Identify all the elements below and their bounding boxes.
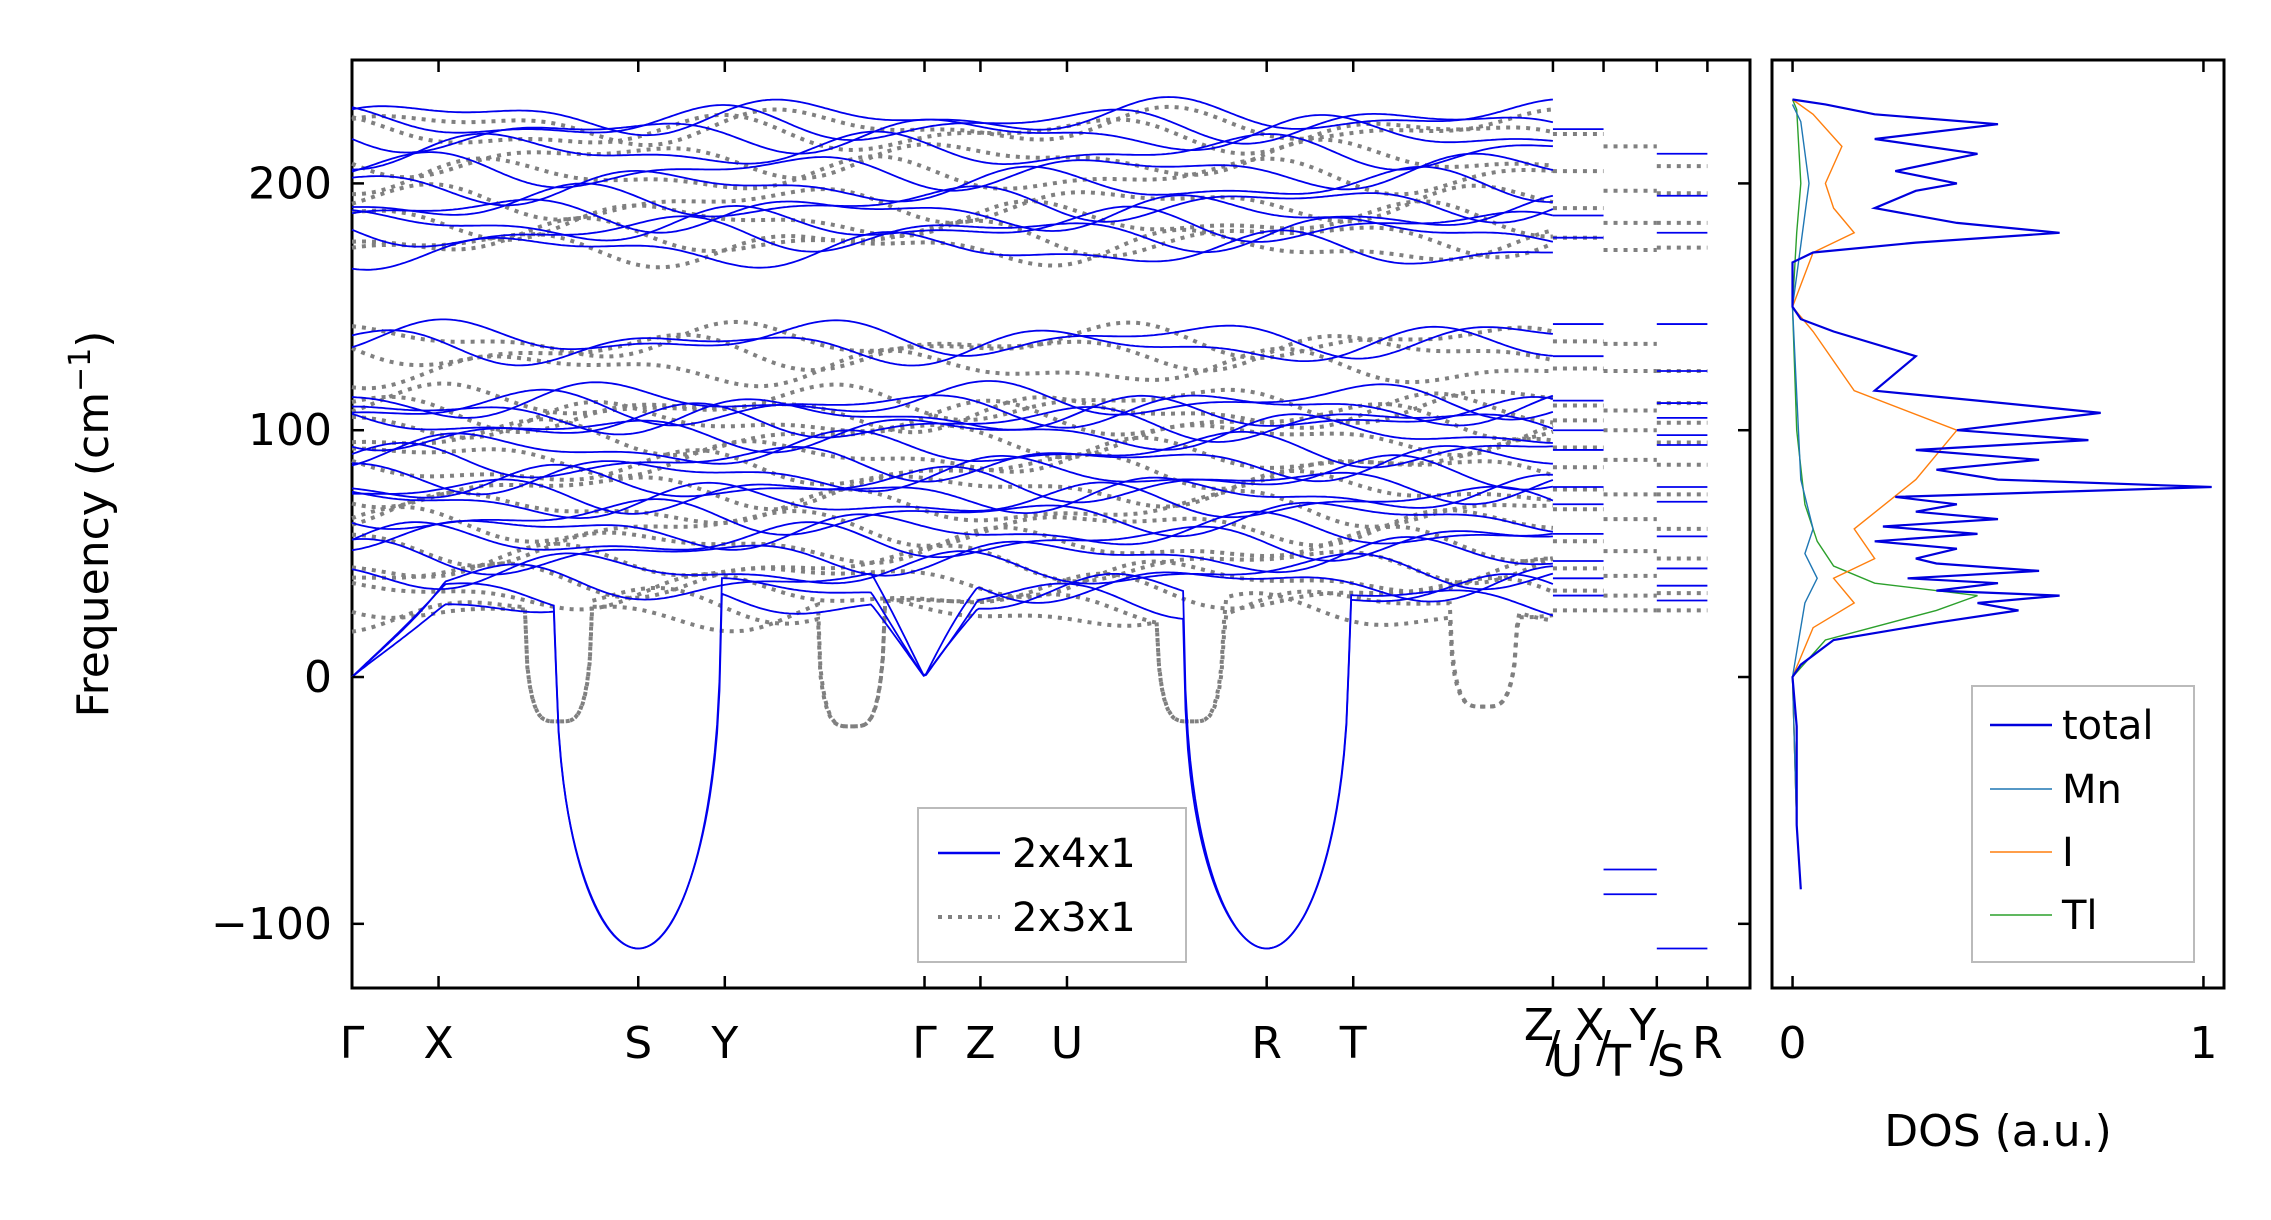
k-point-label: X <box>423 1018 453 1069</box>
band-line-2x4x1 <box>351 510 1554 552</box>
dos-legend-box <box>1971 685 2195 963</box>
band-line-2x4x1 <box>351 402 1554 443</box>
legend-label-2x3x1: 2x3x1 <box>1012 895 1136 941</box>
legend-label-mn: Mn <box>2062 767 2122 813</box>
dos-x-tick-label: 1 <box>2189 1018 2217 1069</box>
band-line-2x4x1 <box>351 394 1554 436</box>
band-line-2x4x1 <box>351 318 1553 360</box>
k-point-label-slash: / <box>1649 1022 1664 1073</box>
band-line-2x4x1 <box>351 442 1553 483</box>
y-tick-labels: −100 0 100 200 <box>211 158 332 949</box>
k-point-label-bottom: S <box>1657 1036 1685 1087</box>
band-line-2x4x1 <box>351 182 1554 224</box>
k-point-label: U <box>1051 1018 1083 1069</box>
band-line-2x4x1 <box>351 325 1553 367</box>
band-line-2x4x1 <box>351 130 1553 171</box>
legend-label-total: total <box>2062 703 2153 749</box>
band-line-2x4x1 <box>351 536 1553 577</box>
y-axis-label-close: ) <box>68 331 119 348</box>
band-line-2x3x1 <box>351 104 1554 148</box>
dos-legend: total Mn I Tl <box>1971 685 2195 963</box>
k-point-label: R <box>1251 1018 1282 1069</box>
band-line-2x4x1 <box>352 473 1553 515</box>
band-legend-box <box>917 807 1187 963</box>
band-line-2x4x1 <box>351 215 1554 254</box>
dos-x-axis-label: DOS (a.u.) <box>1884 1106 2112 1157</box>
band-line-2x4x1 <box>351 104 1554 145</box>
dos-line-total <box>1791 98 2212 890</box>
band-line-2x4x1 <box>351 563 1553 678</box>
band-line-2x4x1 <box>351 380 1554 421</box>
dos-ticks <box>1791 60 2205 988</box>
y-axis-label-sup: −1 <box>63 348 98 392</box>
band-line-2x4x1 <box>351 498 1554 538</box>
k-point-labels: Γ X S Y Γ Z U R T RZ/UX/TY/S <box>340 1000 1723 1087</box>
y-tick-label: 0 <box>304 652 332 703</box>
band-line-2x4x1 <box>351 114 1553 155</box>
band-line-2x4x1 <box>351 96 1553 137</box>
k-point-label: Z <box>965 1018 995 1069</box>
k-point-label-slash: / <box>1546 1022 1561 1073</box>
legend-label-i: I <box>2062 830 2074 876</box>
dos-line-I <box>1791 98 1959 826</box>
dos-line-Mn <box>1791 104 1818 826</box>
band-line-2x4x1 <box>351 550 1554 591</box>
k-point-label: R <box>1692 1018 1723 1069</box>
y-tick-label: 100 <box>248 405 332 456</box>
band-line-2x4x1 <box>351 165 1553 207</box>
y-axis-label: Frequency (cm−1) <box>63 331 119 718</box>
k-point-label: T <box>1339 1018 1367 1069</box>
k-point-label-top: X <box>1574 1000 1604 1051</box>
k-point-label-top: Z <box>1524 1000 1554 1051</box>
band-line-2x4x1 <box>351 388 1554 429</box>
band-line-2x4x1 <box>351 194 1554 234</box>
band-legend: 2x4x1 2x3x1 <box>917 807 1187 963</box>
y-axis-label-main: Frequency (cm <box>68 392 119 718</box>
dos-line-Tl <box>1791 99 1978 826</box>
band-line-2x4x1 <box>351 429 1553 469</box>
band-line-2x3x1 <box>351 541 1554 586</box>
k-point-label-bottom: T <box>1603 1036 1631 1087</box>
band-line-2x4x1 <box>351 481 1554 519</box>
k-point-label-top: Y <box>1628 1000 1656 1051</box>
band-lines <box>351 96 1708 950</box>
k-point-label-bottom: U <box>1551 1036 1583 1087</box>
k-point-label: Γ <box>340 1018 365 1069</box>
band-line-2x3x1 <box>351 448 1554 491</box>
k-point-label: Γ <box>912 1018 937 1069</box>
band-line-2x4x1 <box>351 463 1554 506</box>
y-tick-label: 200 <box>248 158 332 209</box>
legend-label-2x4x1: 2x4x1 <box>1012 831 1136 877</box>
band-line-2x3x1 <box>351 332 1554 373</box>
band-line-2x4x1 <box>351 413 1553 454</box>
legend-label-tl: Tl <box>2061 893 2098 939</box>
band-line-2x3x1 <box>352 435 1554 479</box>
dos-lines <box>1791 98 2212 890</box>
band-line-2x3x1 <box>352 216 1554 260</box>
band-line-2x3x1 <box>351 571 1554 612</box>
dos-x-tick-label: 0 <box>1779 1018 1807 1069</box>
band-line-2x4x1 <box>351 229 1553 271</box>
y-tick-label: −100 <box>211 899 332 950</box>
k-point-label: Y <box>710 1018 738 1069</box>
k-point-label: S <box>624 1018 652 1069</box>
band-line-2x4x1 <box>351 582 1554 950</box>
k-point-label-slash: / <box>1596 1022 1611 1073</box>
band-line-2x3x1 <box>351 469 1553 512</box>
band-line-2x3x1 <box>351 591 1554 729</box>
band-line-2x4x1 <box>351 151 1554 192</box>
band-line-2x4x1 <box>351 204 1554 243</box>
band-line-2x3x1 <box>351 112 1554 156</box>
